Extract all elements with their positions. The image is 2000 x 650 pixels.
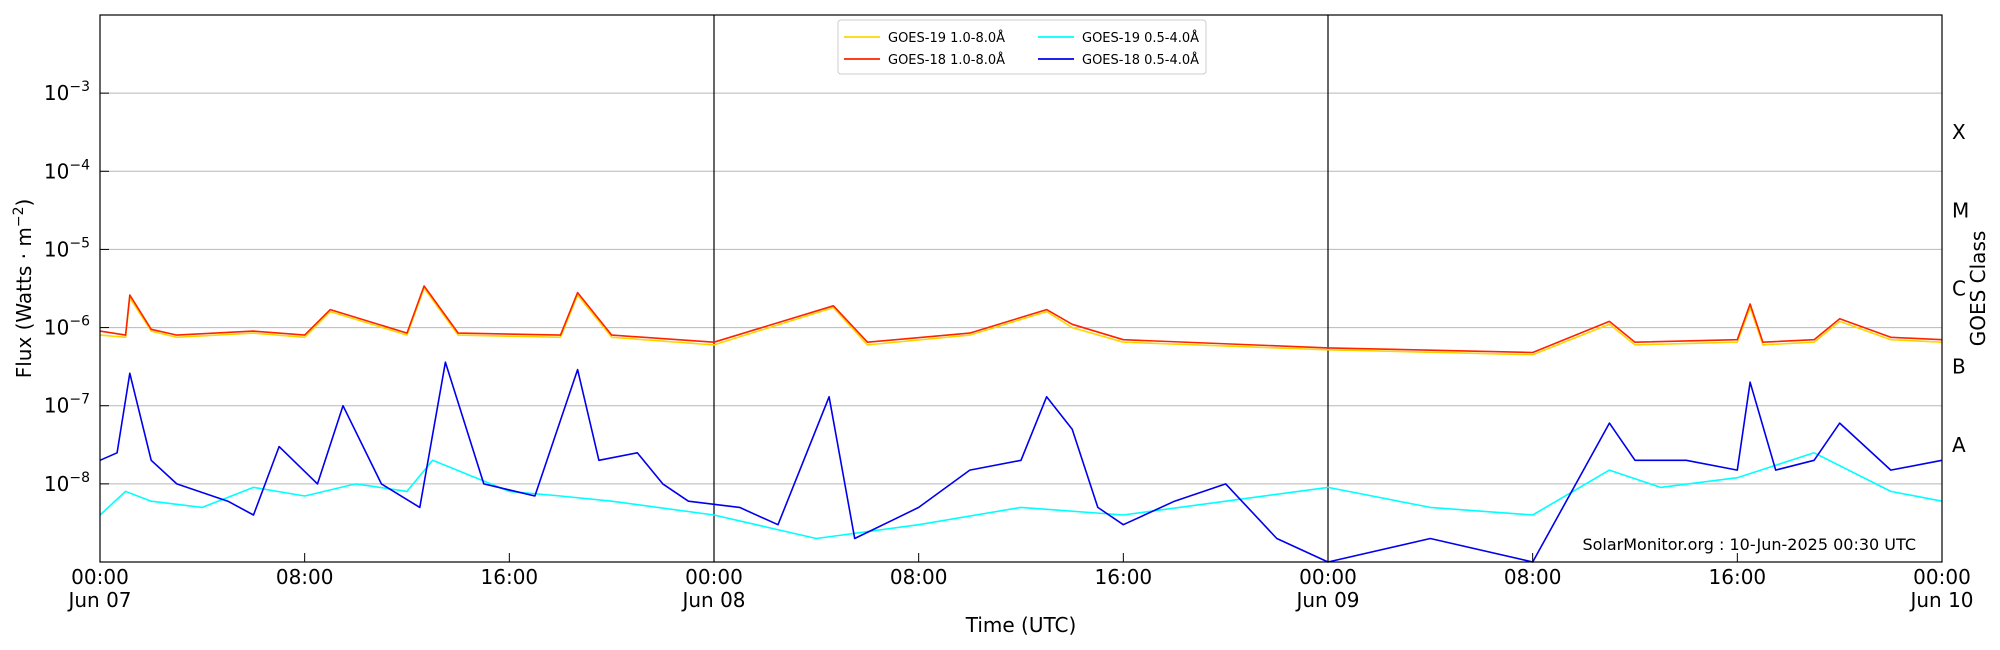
goes-class-axis-title: GOES Class bbox=[1966, 231, 1990, 347]
goes-class-label: X bbox=[1952, 120, 1966, 144]
series-line-goes-19-0-5-4-0 bbox=[99, 451, 1943, 540]
y-axis-title-sup: −2 bbox=[11, 207, 27, 228]
series-layer bbox=[99, 285, 1943, 563]
legend-label: GOES-19 1.0-8.0Å bbox=[888, 30, 1005, 46]
series-line-goes-18-1-0-8-0 bbox=[99, 285, 1943, 354]
y-axis-title-close: ) bbox=[12, 199, 36, 207]
x-tick-label-date: Jun 09 bbox=[1294, 588, 1359, 612]
x-tick-label-time: 00:00 bbox=[71, 565, 129, 589]
x-tick-label-date: Jun 10 bbox=[1908, 588, 1973, 612]
day-boundary-layer bbox=[713, 15, 1329, 562]
legend-label: GOES-19 0.5-4.0Å bbox=[1082, 30, 1199, 46]
legend: GOES-19 1.0-8.0Å GOES-19 0.5-4.0Å GOES-18 … bbox=[837, 19, 1207, 75]
legend-items: GOES-19 1.0-8.0Å GOES-19 0.5-4.0Å GOES-18 … bbox=[844, 30, 1199, 68]
y-tick-label: 10−5 bbox=[44, 235, 90, 261]
goes-class-label: C bbox=[1952, 277, 1966, 301]
x-tick-label-time: 16:00 bbox=[1095, 565, 1153, 589]
y-tick-label: 10−3 bbox=[44, 79, 90, 105]
y-axis-title-main: Flux (Watts · m bbox=[12, 227, 36, 378]
x-tick-label-time: 08:00 bbox=[276, 565, 334, 589]
legend-label: GOES-18 1.0-8.0Å bbox=[888, 52, 1005, 68]
series-line-goes-18-0-5-4-0 bbox=[99, 361, 1943, 563]
x-tick-label-time: 16:00 bbox=[481, 565, 539, 589]
goes-class-layer: A B C M X bbox=[1952, 120, 1969, 457]
y-tick-label: 10−8 bbox=[44, 470, 90, 496]
x-tick-label-time: 08:00 bbox=[1504, 565, 1562, 589]
y-tick-label: 10−7 bbox=[44, 392, 90, 418]
y-tick-label: 10−6 bbox=[44, 314, 90, 340]
x-tick-label-time: 00:00 bbox=[1299, 565, 1357, 589]
legend-label: GOES-18 0.5-4.0Å bbox=[1082, 52, 1199, 68]
x-tick-label-time: 16:00 bbox=[1709, 565, 1767, 589]
x-tick-label-date: Jun 07 bbox=[66, 588, 131, 612]
x-tick-label-date: Jun 08 bbox=[680, 588, 745, 612]
x-axis-title: Time (UTC) bbox=[965, 613, 1077, 637]
grid-layer bbox=[100, 92, 1942, 485]
x-tick-label-time: 00:00 bbox=[1913, 565, 1971, 589]
plot-frame bbox=[99, 14, 1943, 563]
x-tick-label-time: 08:00 bbox=[890, 565, 948, 589]
watermark-text: SolarMonitor.org : 10-Jun-2025 00:30 UTC bbox=[1582, 535, 1916, 554]
legend-box bbox=[837, 19, 1207, 75]
y-tick-label: 10−4 bbox=[44, 157, 90, 183]
goes-class-label: B bbox=[1952, 355, 1966, 379]
goes-class-label: A bbox=[1952, 433, 1966, 457]
x-tick-label-time: 00:00 bbox=[685, 565, 743, 589]
y-axis-title: Flux (Watts · m−2) bbox=[11, 199, 36, 379]
goes-class-label: M bbox=[1952, 198, 1969, 222]
series-line-goes-19-1-0-8-0 bbox=[99, 287, 1943, 356]
